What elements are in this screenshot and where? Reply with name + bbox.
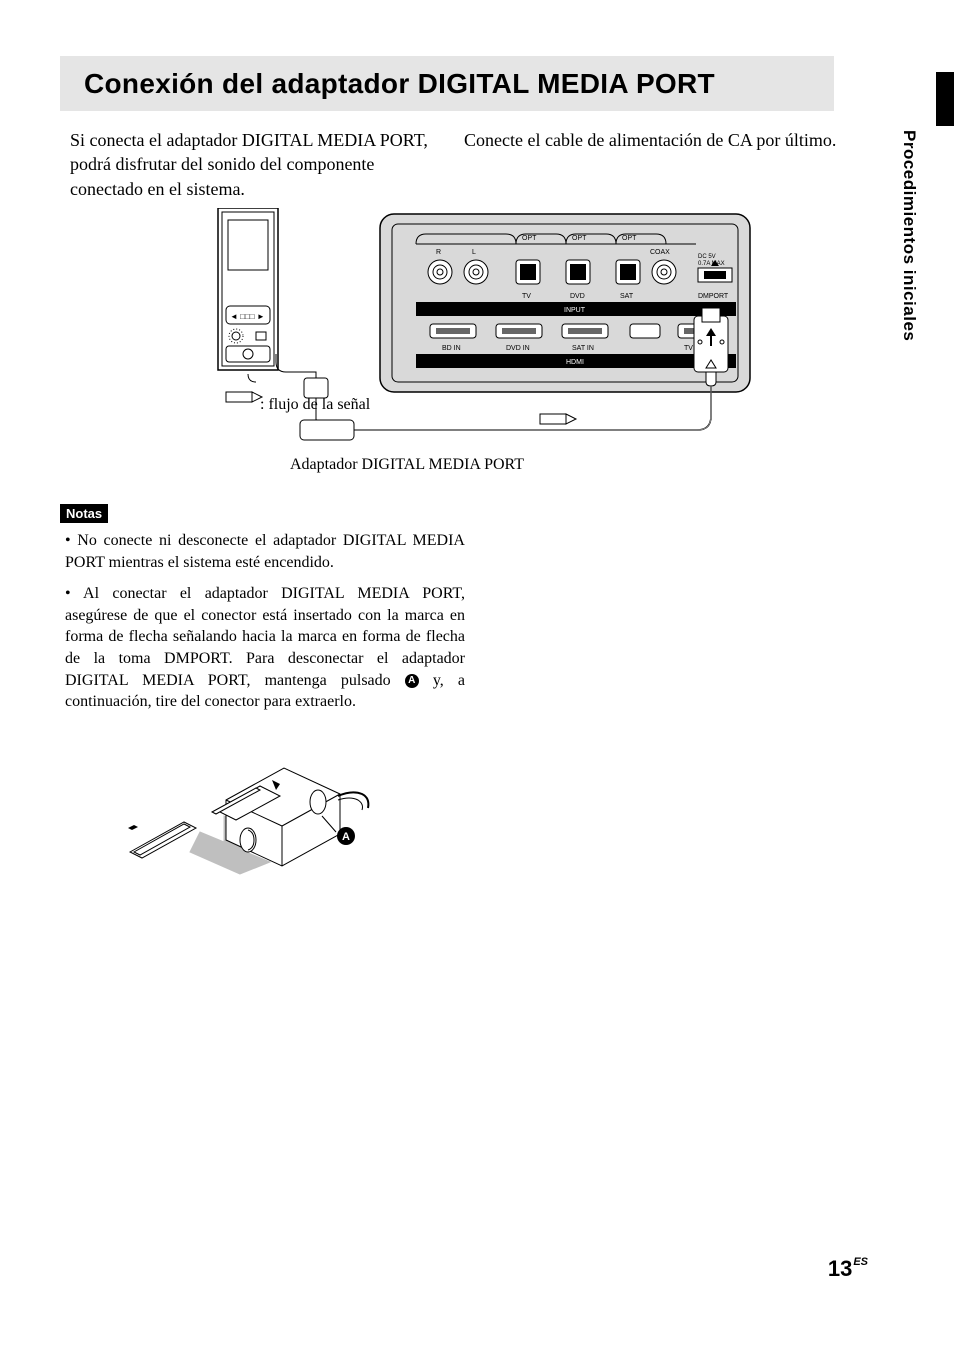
label-bdin: BD IN — [442, 345, 461, 352]
hdmi-row — [430, 324, 724, 338]
title-band: Conexión del adaptador DIGITAL MEDIA POR… — [60, 56, 834, 111]
section-vertical-label: Procedimientos iniciales — [899, 130, 919, 341]
label-dvdin: DVD IN — [506, 345, 530, 352]
notes-heading: Notas — [60, 504, 108, 523]
wiring-diagram: OPT OPT OPT COAX R L DC 5V 0.7A MAX — [70, 208, 770, 478]
label-input: INPUT — [564, 307, 586, 314]
label-l: L — [472, 249, 476, 256]
label-coax: COAX — [650, 249, 670, 256]
label-dc: DC 5V — [698, 254, 716, 260]
page-number: 13ES — [828, 1256, 868, 1282]
marker-a-icon: A — [405, 674, 419, 688]
intro-para-right: Conecte el cable de alimentación de CA p… — [464, 128, 839, 152]
label-opt: OPT — [572, 235, 587, 242]
label-opt: OPT — [622, 235, 637, 242]
note-item-1: No conecte ni desconecte el adaptador DI… — [65, 530, 465, 573]
page-title: Conexión del adaptador DIGITAL MEDIA POR… — [84, 68, 715, 100]
manual-page: Procedimientos iniciales Conexión del ad… — [0, 0, 954, 1352]
intro-para-left: Si conecta el adaptador DIGITAL MEDIA PO… — [70, 128, 445, 201]
label-dc2: 0.7A MAX — [698, 261, 725, 267]
side-tab-marker — [936, 72, 954, 126]
label-dmport: DMPORT — [698, 293, 729, 300]
label-sat-1: SAT — [620, 293, 634, 300]
svg-text:◄ □□□ ►: ◄ □□□ ► — [230, 312, 265, 321]
signal-flow-label: : flujo de la señal — [260, 396, 370, 414]
adapter-device: ◄ □□□ ► — [218, 208, 278, 382]
signal-flow-arrow-lower — [540, 414, 576, 424]
note-item-2: Al conectar el adaptador DIGITAL MEDIA P… — [65, 583, 465, 713]
label-opt: OPT — [522, 235, 537, 242]
notes-list: No conecte ni desconecte el adaptador DI… — [65, 530, 465, 723]
label-hdmi: HDMI — [566, 359, 584, 366]
label-tv-1: TV — [522, 293, 531, 300]
diagram-caption: Adaptador DIGITAL MEDIA PORT — [290, 456, 524, 474]
connector-diagram: A — [120, 744, 380, 894]
label-satin: SAT IN — [572, 345, 594, 352]
label-dvd-1: DVD — [570, 293, 585, 300]
signal-flow-arrow-icon — [226, 392, 262, 402]
socket-icon — [128, 822, 196, 858]
marker-a-label: A — [342, 831, 350, 843]
label-r: R — [436, 249, 441, 256]
